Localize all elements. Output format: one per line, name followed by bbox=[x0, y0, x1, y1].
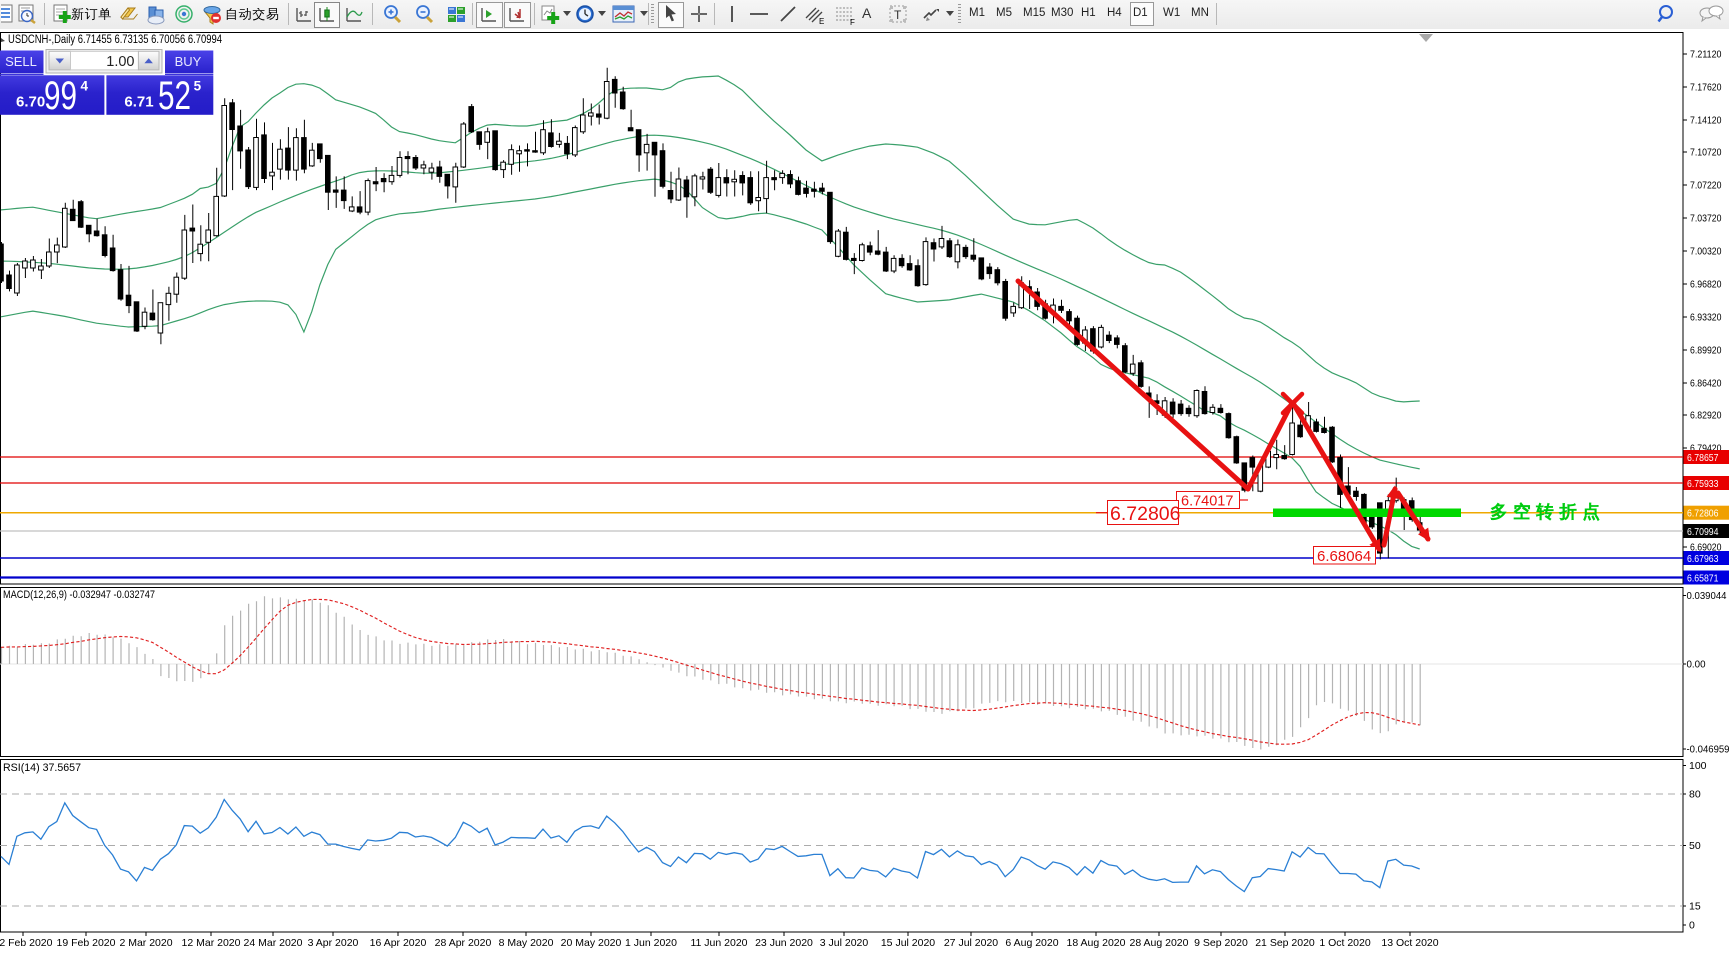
svg-text:6.89920: 6.89920 bbox=[1690, 345, 1722, 357]
svg-text:12 Feb 2020: 12 Feb 2020 bbox=[0, 937, 53, 949]
svg-text:6.70994: 6.70994 bbox=[1687, 526, 1719, 538]
svg-text:5: 5 bbox=[194, 79, 202, 94]
svg-text:15: 15 bbox=[1689, 901, 1701, 913]
svg-text:7.00320: 7.00320 bbox=[1690, 246, 1722, 258]
svg-text:7.14120: 7.14120 bbox=[1690, 115, 1722, 127]
svg-text:1 Oct 2020: 1 Oct 2020 bbox=[1319, 937, 1371, 949]
svg-text:E: E bbox=[819, 17, 824, 26]
svg-text:20 May 2020: 20 May 2020 bbox=[561, 937, 622, 949]
svg-text:6.65871: 6.65871 bbox=[1687, 572, 1719, 584]
svg-text:T: T bbox=[894, 8, 902, 22]
svg-text:0.039044: 0.039044 bbox=[1687, 590, 1727, 602]
svg-text:24 Mar 2020: 24 Mar 2020 bbox=[244, 937, 303, 949]
svg-text:80: 80 bbox=[1689, 789, 1701, 801]
svg-text:6.86420: 6.86420 bbox=[1690, 378, 1722, 390]
svg-text:SELL: SELL bbox=[5, 54, 37, 69]
svg-text:6.68064: 6.68064 bbox=[1317, 548, 1371, 565]
svg-text:7.10720: 7.10720 bbox=[1690, 147, 1722, 159]
svg-text:MACD(12,26,9) -0.032947 -0.032: MACD(12,26,9) -0.032947 -0.032747 bbox=[3, 589, 155, 601]
svg-text:6 Aug 2020: 6 Aug 2020 bbox=[1005, 937, 1058, 949]
svg-text:18 Aug 2020: 18 Aug 2020 bbox=[1067, 937, 1126, 949]
svg-text:0.00: 0.00 bbox=[1687, 659, 1706, 671]
svg-text:6.96820: 6.96820 bbox=[1690, 279, 1722, 291]
svg-text:6.74017: 6.74017 bbox=[1181, 494, 1233, 510]
svg-text:12 Mar 2020: 12 Mar 2020 bbox=[182, 937, 241, 949]
svg-text:BUY: BUY bbox=[175, 54, 202, 69]
svg-text:16 Apr 2020: 16 Apr 2020 bbox=[370, 937, 427, 949]
svg-text:23 Jun 2020: 23 Jun 2020 bbox=[755, 937, 813, 949]
svg-text:28 Aug 2020: 28 Aug 2020 bbox=[1130, 937, 1189, 949]
svg-text:7.07220: 7.07220 bbox=[1690, 180, 1722, 192]
svg-text:52: 52 bbox=[158, 74, 191, 118]
svg-text:6.82920: 6.82920 bbox=[1690, 410, 1722, 422]
svg-text:11 Jun 2020: 11 Jun 2020 bbox=[690, 937, 747, 949]
svg-text:-0.046959: -0.046959 bbox=[1687, 744, 1729, 756]
svg-text:RSI(14) 37.5657: RSI(14) 37.5657 bbox=[3, 762, 81, 774]
svg-text:21 Sep 2020: 21 Sep 2020 bbox=[1255, 937, 1315, 949]
svg-text:27 Jul 2020: 27 Jul 2020 bbox=[944, 937, 998, 949]
svg-text:6.72806: 6.72806 bbox=[1110, 503, 1181, 525]
svg-text:7.21120: 7.21120 bbox=[1690, 49, 1722, 61]
svg-text:4: 4 bbox=[81, 79, 89, 94]
svg-text:6.71: 6.71 bbox=[124, 94, 153, 111]
svg-text:1 Jun 2020: 1 Jun 2020 bbox=[625, 937, 677, 949]
svg-text:6.78657: 6.78657 bbox=[1687, 452, 1719, 464]
svg-text:19 Feb 2020: 19 Feb 2020 bbox=[57, 937, 116, 949]
svg-text:99: 99 bbox=[44, 74, 77, 118]
svg-text:8 May 2020: 8 May 2020 bbox=[499, 937, 554, 949]
svg-text:100: 100 bbox=[1689, 760, 1707, 772]
svg-text:F: F bbox=[850, 18, 855, 26]
svg-text:USDCNH-,Daily 6.71455 6.73135: USDCNH-,Daily 6.71455 6.73135 6.70056 6.… bbox=[8, 34, 222, 46]
svg-text:3 Apr 2020: 3 Apr 2020 bbox=[308, 937, 359, 949]
svg-text:50: 50 bbox=[1689, 840, 1701, 852]
svg-text:6.67963: 6.67963 bbox=[1687, 553, 1719, 565]
svg-text:1.00: 1.00 bbox=[106, 54, 134, 70]
svg-text:6.72806: 6.72806 bbox=[1687, 508, 1719, 520]
svg-text:28 Apr 2020: 28 Apr 2020 bbox=[435, 937, 492, 949]
svg-text:13 Oct 2020: 13 Oct 2020 bbox=[1381, 937, 1438, 949]
svg-text:6.69020: 6.69020 bbox=[1690, 542, 1722, 554]
svg-text:15 Jul 2020: 15 Jul 2020 bbox=[881, 937, 935, 949]
svg-text:6.70: 6.70 bbox=[16, 94, 45, 111]
svg-text:6.75933: 6.75933 bbox=[1687, 478, 1719, 490]
svg-text:6.93320: 6.93320 bbox=[1690, 312, 1722, 324]
svg-text:3 Jul 2020: 3 Jul 2020 bbox=[820, 937, 869, 949]
svg-text:2 Mar 2020: 2 Mar 2020 bbox=[119, 937, 172, 949]
svg-text:7.03720: 7.03720 bbox=[1690, 213, 1722, 225]
svg-text:7.17620: 7.17620 bbox=[1690, 82, 1722, 94]
svg-text:9 Sep 2020: 9 Sep 2020 bbox=[1194, 937, 1248, 949]
svg-text:0: 0 bbox=[1689, 920, 1695, 932]
